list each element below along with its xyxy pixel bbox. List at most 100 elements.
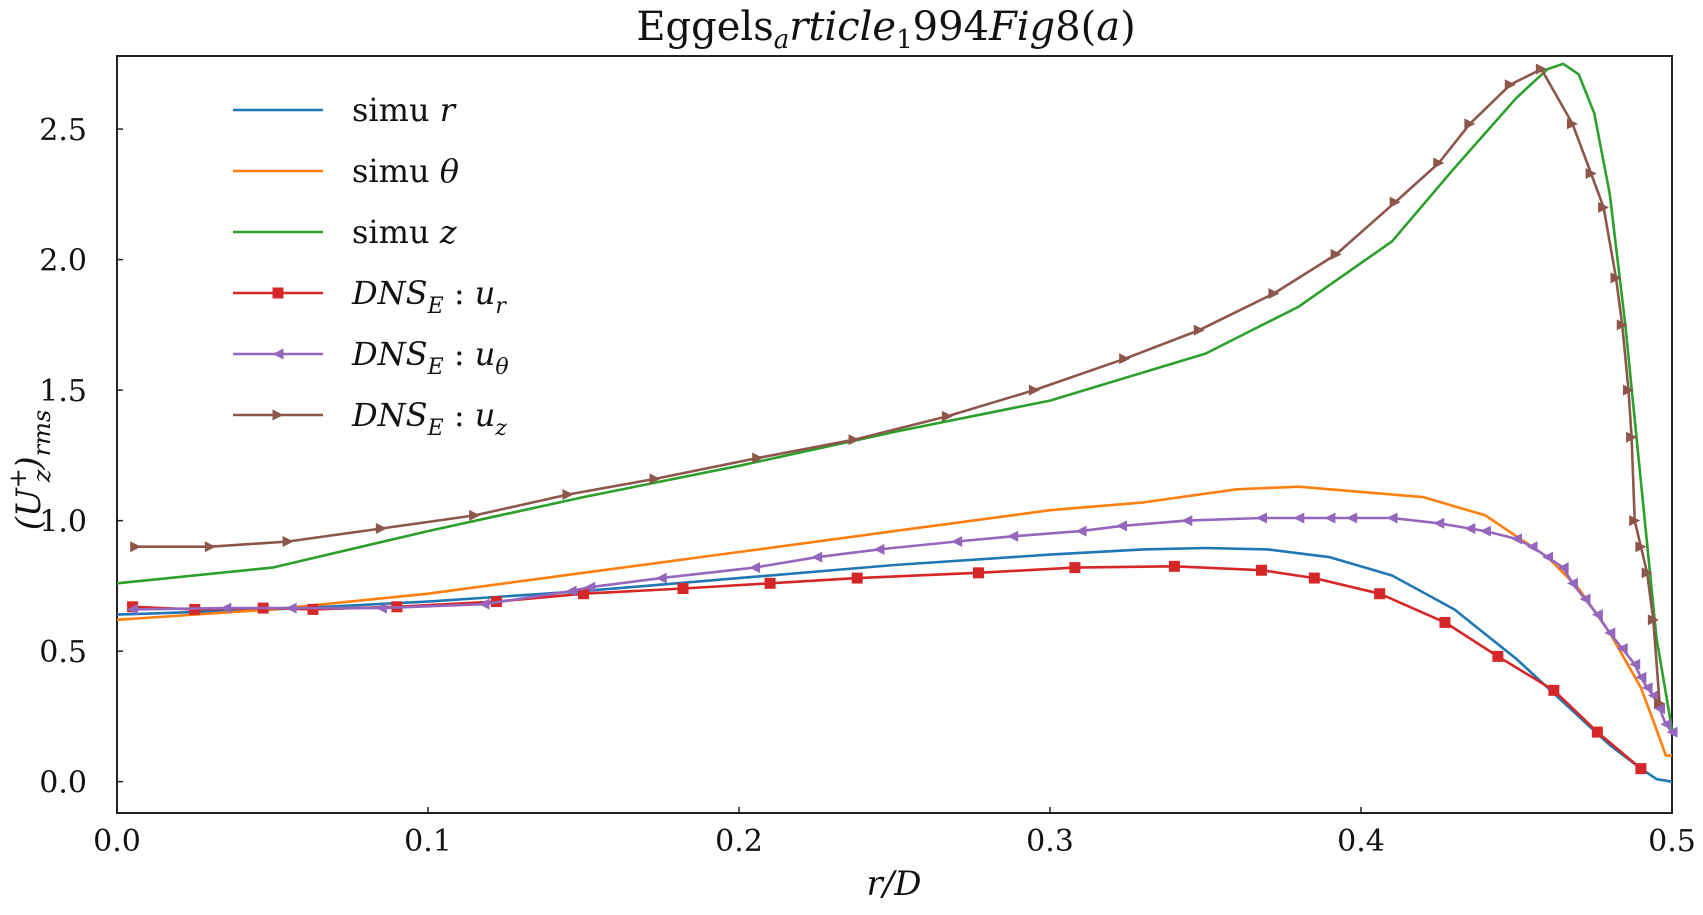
legend-entry: simu θ [233,152,459,190]
data-point [1069,562,1081,574]
x-tick-label: 0.0 [93,824,141,859]
series-3 [127,560,1647,775]
data-point [649,473,661,485]
data-point [375,602,387,614]
data-point [1389,196,1401,208]
data-point [1308,572,1320,584]
data-point [951,536,963,548]
data-point [848,434,860,446]
legend-label: DNSE : ur [351,274,507,319]
data-point [1635,763,1647,775]
x-tick-label: 0.2 [715,824,763,859]
data-point [1293,512,1305,524]
tick-layer: 0.0 0.1 0.2 0.3 0.4 0.5 0.0 0.5 1.0 1.5 2.0 2.5 [39,113,1696,859]
data-point [1526,541,1538,553]
series-line [132,516,1674,733]
data-point [1075,525,1087,537]
data-point [1255,564,1267,576]
series-1 [116,485,1672,757]
legend: simu r simu θ simu z DNSE : ur DNSE : uθ DNSE… [233,91,509,441]
data-point [677,583,689,595]
data-point [1548,684,1560,696]
data-point [1585,167,1597,179]
data-point [1591,726,1603,738]
data-point [1193,324,1205,336]
legend-marker [272,409,284,421]
data-point [1598,201,1610,213]
y-tick-label: 2.0 [39,244,87,279]
x-tick-label: 0.3 [1026,824,1074,859]
x-tick-label: 0.5 [1648,824,1696,859]
legend-marker [272,348,284,360]
data-point [752,452,764,464]
data-point [1647,614,1659,626]
legend-label: simu r [352,91,457,129]
plot-area [116,55,1673,814]
data-point [1616,643,1628,655]
data-point [562,489,574,501]
data-point [873,543,885,555]
data-point [1629,658,1641,670]
data-point [1654,697,1666,709]
data-point [1641,567,1653,579]
data-point [1119,353,1131,365]
series-line [135,67,1661,704]
data-point [1168,560,1180,572]
data-point [1492,650,1504,662]
data-point [851,572,863,584]
legend-entry: simu r [233,91,457,129]
series-layer [116,62,1678,783]
data-point [811,551,823,563]
y-tick-label: 0.5 [39,635,87,670]
data-point [220,602,232,614]
series-line [116,485,1672,757]
data-point [1635,541,1647,553]
data-point [1666,726,1678,738]
data-point [1622,384,1634,396]
data-point [1374,588,1386,600]
x-axis-label: r/D [867,864,922,904]
chart-title: Eggelsarticle1994Fig8(a) [636,4,1135,55]
y-tick-label: 1.5 [39,374,87,409]
legend-entry: DNSE : uz [233,396,507,441]
data-point [1604,627,1616,639]
y-tick-label: 1.0 [39,505,87,540]
data-point [1479,525,1491,537]
y-tick-label: 2.5 [39,113,87,148]
series-line [116,546,1673,783]
data-point [1464,118,1476,130]
legend-label: simu θ [352,152,459,190]
data-point [1330,248,1342,260]
data-point [1255,512,1267,524]
legend-label: DNSE : uθ [351,335,509,380]
series-5 [130,63,1666,709]
legend-entry: simu z [233,213,458,251]
data-point [285,602,297,614]
series-0 [116,546,1673,783]
data-point [1511,533,1522,545]
data-point [1579,593,1591,605]
data-point [584,581,596,593]
y-tick-label: 0.0 [39,766,87,801]
y-axis-label: (U+z)rms [4,410,56,531]
data-point [764,577,776,589]
data-point [1007,530,1019,542]
series-2 [116,62,1674,730]
data-point [130,541,142,553]
legend-entry: DNSE : ur [233,274,507,319]
data-point [375,522,387,534]
data-point [1535,63,1547,75]
x-tick-label: 0.4 [1337,824,1385,859]
data-point [1028,384,1040,396]
data-point [478,598,490,610]
data-point [1433,157,1445,169]
data-point [578,588,589,600]
data-point [1616,319,1628,331]
data-point [469,509,481,521]
data-point [127,603,139,615]
data-point [1635,671,1647,683]
data-point [972,567,984,579]
data-point [282,536,294,548]
data-point [1629,515,1641,527]
